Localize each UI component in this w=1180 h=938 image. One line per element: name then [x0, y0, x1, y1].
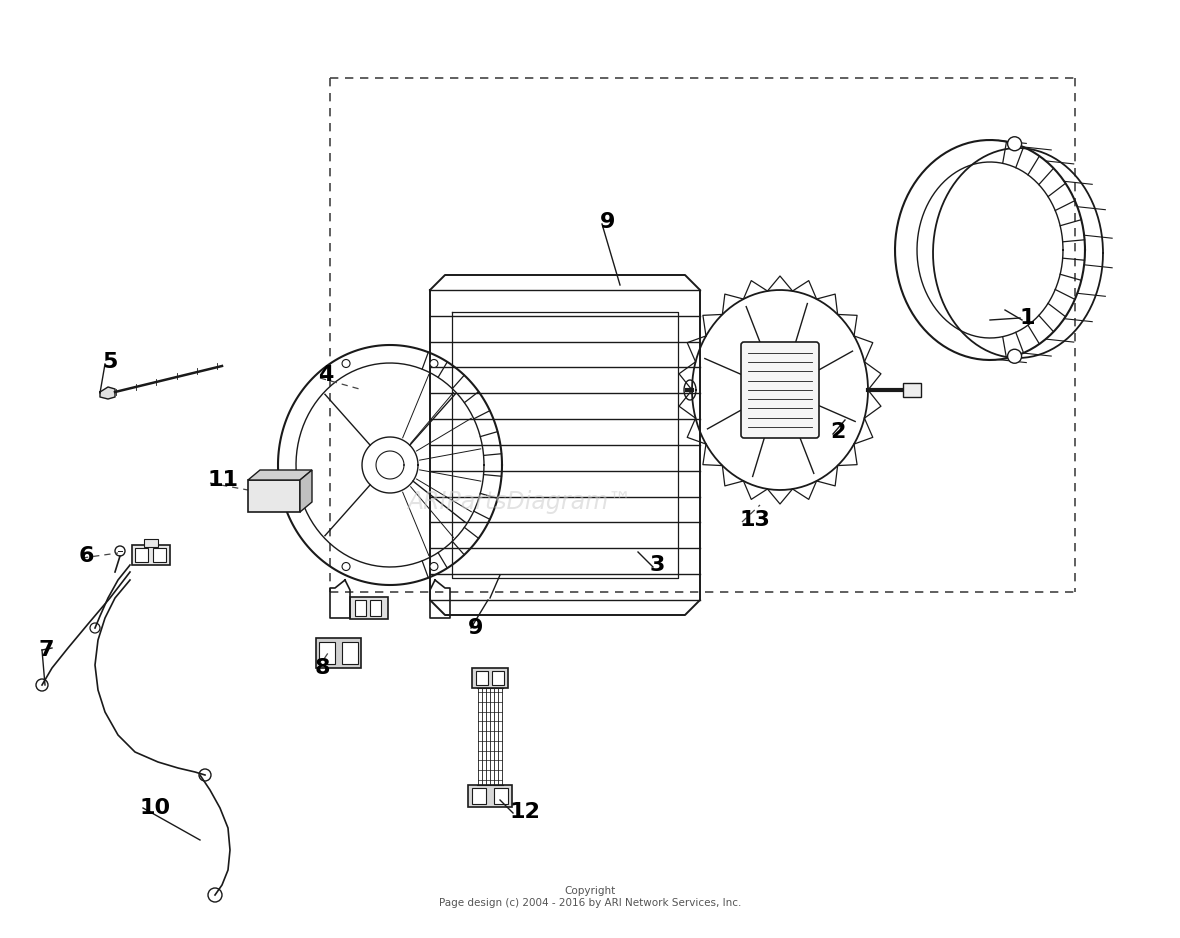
Bar — [153, 548, 166, 562]
Text: 5: 5 — [101, 352, 117, 372]
Bar — [319, 642, 335, 664]
FancyBboxPatch shape — [132, 545, 170, 565]
FancyBboxPatch shape — [741, 342, 819, 438]
Text: Copyright
Page design (c) 2004 - 2016 by ARI Network Services, Inc.: Copyright Page design (c) 2004 - 2016 by… — [439, 886, 741, 908]
Text: 6: 6 — [79, 546, 94, 566]
Bar — [494, 788, 509, 804]
Polygon shape — [300, 470, 312, 512]
Bar — [144, 539, 158, 547]
Circle shape — [342, 359, 350, 368]
Text: 2: 2 — [830, 422, 845, 442]
Circle shape — [208, 888, 222, 902]
Bar — [342, 642, 358, 664]
Text: 8: 8 — [315, 658, 330, 678]
Circle shape — [90, 623, 100, 633]
Text: 10: 10 — [140, 798, 171, 818]
FancyBboxPatch shape — [468, 785, 512, 807]
Text: 9: 9 — [468, 618, 484, 638]
FancyBboxPatch shape — [472, 668, 509, 688]
Circle shape — [430, 563, 438, 570]
Polygon shape — [248, 470, 312, 480]
Text: ARIPartsDiagram™: ARIPartsDiagram™ — [407, 490, 631, 514]
Bar — [371, 600, 381, 616]
FancyBboxPatch shape — [316, 638, 361, 668]
Text: 4: 4 — [317, 365, 334, 385]
Circle shape — [342, 563, 350, 570]
Bar — [248, 480, 300, 512]
Bar — [135, 548, 148, 562]
Text: 1: 1 — [1020, 308, 1036, 328]
FancyBboxPatch shape — [350, 597, 388, 619]
Circle shape — [114, 546, 125, 556]
Circle shape — [199, 769, 211, 781]
Text: 7: 7 — [38, 640, 53, 660]
Circle shape — [1008, 349, 1022, 363]
Polygon shape — [100, 387, 114, 399]
Text: 11: 11 — [208, 470, 240, 490]
Bar — [492, 671, 504, 685]
Circle shape — [1008, 137, 1022, 151]
Text: 3: 3 — [650, 555, 666, 575]
Bar — [355, 600, 366, 616]
Text: 13: 13 — [740, 510, 771, 530]
Circle shape — [430, 359, 438, 368]
Circle shape — [37, 679, 48, 691]
Bar — [476, 671, 489, 685]
Bar — [472, 788, 486, 804]
Text: 9: 9 — [599, 212, 616, 232]
Bar — [903, 383, 922, 397]
Text: 12: 12 — [510, 802, 540, 822]
